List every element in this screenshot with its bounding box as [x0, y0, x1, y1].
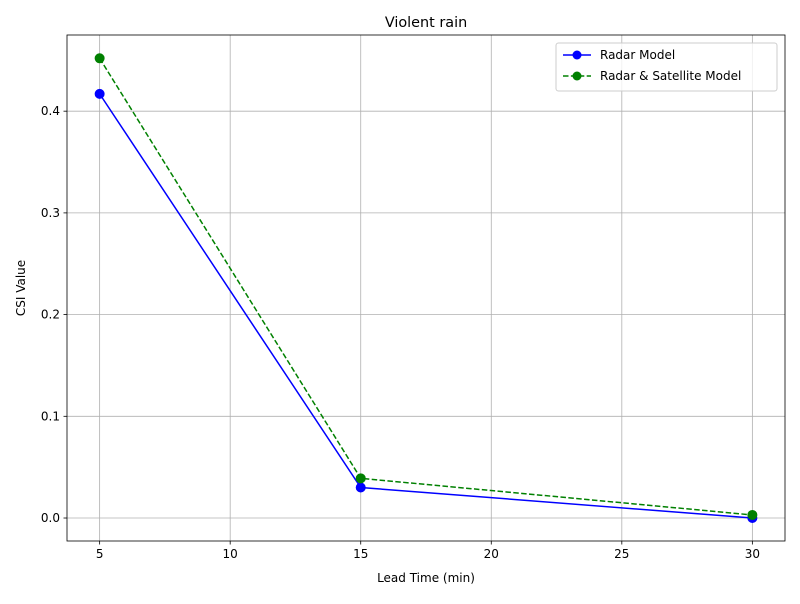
legend-marker-1 — [572, 50, 582, 60]
legend-label-2: Radar & Satellite Model — [600, 69, 741, 83]
y-tick-label: 0.3 — [41, 206, 60, 220]
y-tick-label: 0.1 — [41, 409, 60, 423]
x-tick-label: 5 — [96, 547, 104, 561]
series-layer — [94, 53, 758, 524]
y-tick-label: 0.0 — [41, 511, 60, 525]
series-1-point — [355, 482, 366, 493]
legend: Radar Model Radar & Satellite Model — [555, 42, 778, 92]
x-tick-label: 30 — [745, 547, 760, 561]
y-tick-label: 0.2 — [41, 308, 60, 322]
x-tick-label: 15 — [353, 547, 368, 561]
legend-label-1: Radar Model — [600, 48, 675, 62]
grid-layer — [67, 35, 785, 541]
y-axis-label: CSI Value — [14, 260, 28, 316]
x-tick-label: 20 — [484, 547, 499, 561]
legend-box — [555, 42, 778, 92]
series-2-point — [355, 473, 366, 484]
series-2-point — [747, 509, 758, 520]
plot-frame — [66, 34, 786, 542]
x-tick-label: 10 — [223, 547, 238, 561]
y-tick-label: 0.4 — [41, 104, 60, 118]
legend-marker-2 — [572, 71, 582, 81]
chart-title: Violent rain — [385, 15, 467, 31]
x-tick-label: 25 — [614, 547, 629, 561]
series-1-point — [94, 88, 105, 99]
tick-layer: 5 10 15 20 25 30 0.0 0.1 0.2 0.3 0.4 — [41, 104, 760, 561]
x-axis-label: Lead Time (min) — [377, 571, 475, 585]
series-2-point — [94, 53, 105, 64]
